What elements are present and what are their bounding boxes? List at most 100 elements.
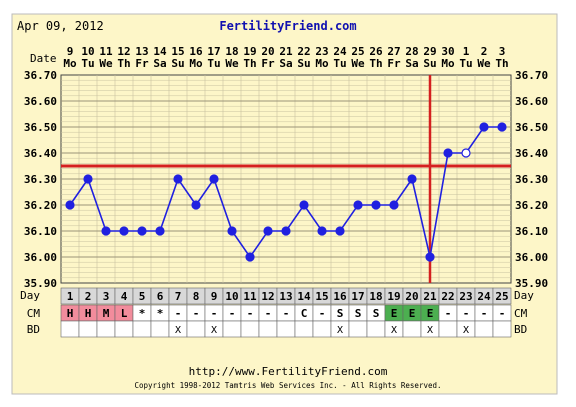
day-label-right: Day	[514, 289, 534, 302]
date-label: 10	[81, 45, 94, 58]
date-label: 16	[189, 45, 203, 58]
y-tick-label-right: 36.60	[515, 95, 548, 108]
weekday-label: Su	[423, 57, 436, 70]
cm-value: -	[283, 307, 290, 320]
bd-cell	[240, 320, 260, 338]
temperature-point	[371, 200, 381, 210]
bd-mark: X	[211, 325, 217, 336]
weekday-label: We	[225, 57, 239, 70]
weekday-label: Mo	[441, 57, 455, 70]
cm-label-left: CM	[27, 307, 41, 320]
cm-value: M	[103, 307, 110, 320]
cm-value: S	[337, 307, 344, 320]
bd-mark: X	[427, 325, 433, 336]
cm-label-right: CM	[514, 307, 528, 320]
y-tick-label-left: 36.40	[24, 147, 57, 160]
y-tick-label-left: 36.20	[24, 199, 57, 212]
day-rows: 1H2H3M4L5*6*7-X8-9-X10-11-12-13-14C15-16…	[60, 287, 512, 338]
day-number: 7	[175, 290, 182, 303]
cm-value: E	[427, 307, 434, 320]
day-number: 17	[351, 290, 364, 303]
bd-cell	[366, 320, 386, 338]
date-label: 17	[207, 45, 220, 58]
day-number: 19	[387, 290, 400, 303]
temperature-point	[461, 148, 471, 158]
footer-copyright: Copyright 1998-2012 Tamtris Web Services…	[134, 381, 441, 390]
date-label: 29	[423, 45, 436, 58]
weekday-label: Th	[495, 57, 508, 70]
date-label: 13	[135, 45, 148, 58]
y-tick-label-right: 36.00	[515, 251, 548, 264]
cm-value: -	[319, 307, 326, 320]
cm-value: *	[157, 307, 164, 320]
temperature-point	[65, 200, 75, 210]
temperature-point	[425, 252, 435, 262]
bd-cell	[150, 320, 170, 338]
weekday-label: Tu	[459, 57, 472, 70]
temperature-point	[407, 174, 417, 184]
date-label: 19	[243, 45, 256, 58]
weekday-label: We	[351, 57, 365, 70]
bd-cell	[132, 320, 152, 338]
y-tick-label-right: 35.90	[515, 277, 548, 290]
weekday-label: Tu	[207, 57, 220, 70]
bd-cell	[438, 320, 458, 338]
temperature-point	[335, 226, 345, 236]
bd-mark: X	[337, 325, 343, 336]
temperature-point	[209, 174, 219, 184]
cm-value: E	[391, 307, 398, 320]
y-tick-label-left: 35.90	[24, 277, 57, 290]
date-label: 25	[351, 45, 364, 58]
day-number: 20	[405, 290, 418, 303]
y-tick-label-right: 36.10	[515, 225, 548, 238]
temperature-point	[101, 226, 111, 236]
day-number: 21	[423, 290, 437, 303]
weekday-label: Mo	[63, 57, 77, 70]
temperature-point	[137, 226, 147, 236]
temperature-point	[317, 226, 327, 236]
date-label: 28	[405, 45, 418, 58]
cm-value: -	[463, 307, 470, 320]
weekday-label: Fr	[135, 57, 149, 70]
cm-value: -	[247, 307, 254, 320]
temperature-point	[389, 200, 399, 210]
weekday-label: We	[99, 57, 113, 70]
bd-cell	[78, 320, 98, 338]
day-number: 18	[369, 290, 382, 303]
cm-value: L	[121, 307, 128, 320]
date-label: 2	[481, 45, 488, 58]
bd-cell	[402, 320, 422, 338]
day-number: 11	[243, 290, 257, 303]
temperature-point	[353, 200, 363, 210]
date-label: 20	[261, 45, 274, 58]
date-label: 9	[67, 45, 74, 58]
weekday-label: Sa	[279, 57, 292, 70]
date-label: 24	[333, 45, 347, 58]
weekday-label: Sa	[153, 57, 166, 70]
y-tick-label-right: 36.30	[515, 173, 548, 186]
date-label: 18	[225, 45, 238, 58]
bd-cell	[60, 320, 80, 338]
day-number: 10	[225, 290, 238, 303]
bd-mark: X	[463, 325, 469, 336]
date-label: 27	[387, 45, 400, 58]
cm-value: *	[139, 307, 146, 320]
day-number: 9	[211, 290, 218, 303]
day-number: 22	[441, 290, 454, 303]
cm-value: C	[301, 307, 308, 320]
weekday-label: Su	[171, 57, 184, 70]
day-number: 24	[477, 290, 491, 303]
temperature-point	[119, 226, 129, 236]
y-tick-label-right: 36.70	[515, 69, 548, 82]
date-label: 22	[297, 45, 310, 58]
date-label: 11	[99, 45, 113, 58]
weekday-label: Su	[297, 57, 310, 70]
y-tick-label-right: 36.40	[515, 147, 548, 160]
bd-mark: X	[391, 325, 397, 336]
temperature-point	[155, 226, 165, 236]
day-number: 25	[495, 290, 508, 303]
date-label: 1	[463, 45, 470, 58]
y-tick-label-left: 36.50	[24, 121, 57, 134]
date-label: 26	[369, 45, 383, 58]
temperature-point	[83, 174, 93, 184]
